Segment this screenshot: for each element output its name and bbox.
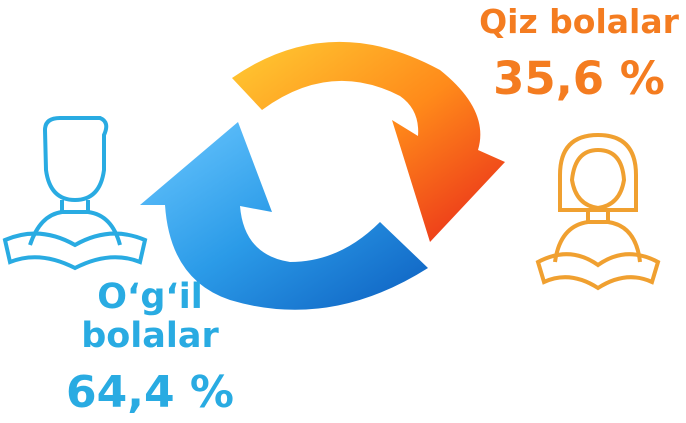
girl-icon	[538, 135, 658, 288]
boys-percent: 64,4 %	[40, 368, 260, 417]
orange-arrow	[232, 42, 505, 242]
boys-label: O‘g‘il bolalar	[60, 278, 240, 356]
infographic: Qiz bolalar 35,6 % O‘g‘il bolalar 64,4 %	[0, 0, 686, 423]
girls-label: Qiz bolalar	[472, 4, 686, 41]
boy-icon	[5, 118, 145, 268]
girls-percent: 35,6 %	[472, 54, 686, 104]
